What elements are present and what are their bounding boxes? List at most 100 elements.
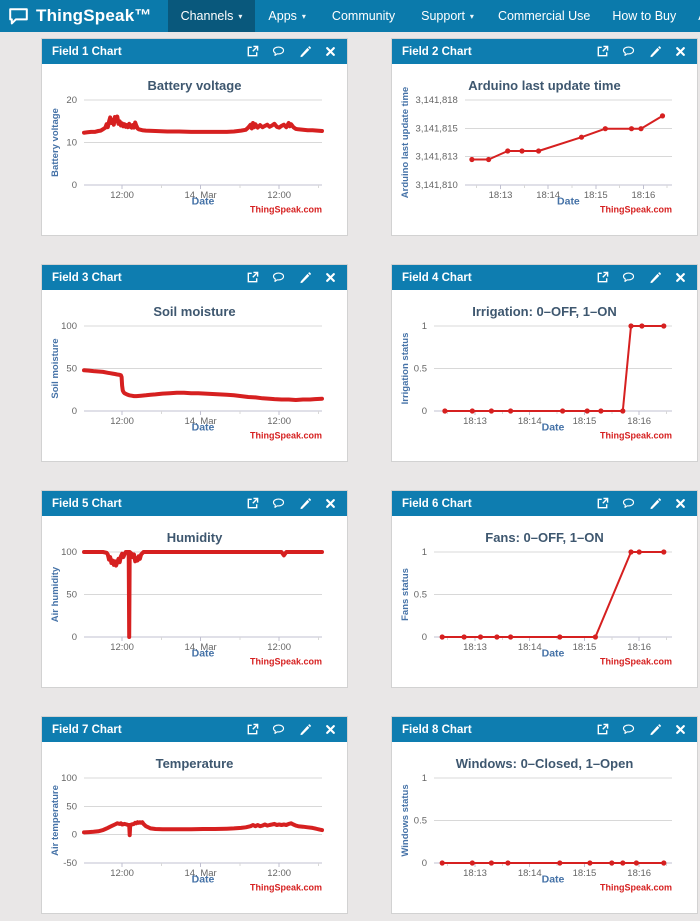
y-tick-label: 0.5: [414, 816, 427, 827]
edit-icon[interactable]: [298, 45, 311, 58]
edit-icon[interactable]: [298, 723, 311, 736]
close-icon[interactable]: [674, 271, 687, 284]
x-tick-label: 14. Mar: [185, 190, 217, 201]
x-tick-label: 12:00: [110, 642, 134, 653]
chart-title: Soil moisture: [153, 304, 235, 319]
chart-title: Fans: 0–OFF, 1–ON: [485, 530, 603, 545]
comment-icon[interactable]: [622, 497, 635, 510]
x-tick-label: 18:16: [627, 868, 651, 879]
thingspeak-logo[interactable]: ThingSpeak™: [0, 0, 168, 32]
close-icon[interactable]: [324, 497, 337, 510]
nav-item-apps[interactable]: Apps ▾: [268, 9, 306, 23]
field-1-chart-panel: Field 1 Chart 0 10 20 12:00 14. Mar 12:00 Batte…: [41, 38, 348, 236]
y-tick-label: 3,141,815: [416, 123, 458, 134]
x-tick-label: 18:15: [573, 868, 597, 879]
nav-item-community[interactable]: Community: [331, 9, 396, 23]
data-point-marker: [508, 408, 514, 414]
y-tick-label: 100: [61, 547, 77, 558]
open-in-new-icon[interactable]: [596, 497, 609, 510]
nav-item-commercial-use[interactable]: Commercial Use: [497, 9, 591, 23]
thingspeak-credits-link[interactable]: ThingSpeak.com: [600, 657, 672, 667]
panel-header: Field 4 Chart: [392, 265, 697, 290]
edit-icon[interactable]: [648, 45, 661, 58]
comment-icon[interactable]: [622, 723, 635, 736]
edit-icon[interactable]: [298, 271, 311, 284]
data-point-marker: [620, 860, 626, 866]
data-point-marker: [584, 408, 590, 414]
caret-down-icon: ▾: [301, 11, 306, 21]
nav-item-how-to-buy[interactable]: How to Buy: [612, 9, 677, 23]
y-tick-label: 0.5: [414, 590, 427, 601]
data-point-marker: [469, 156, 475, 163]
open-in-new-icon[interactable]: [246, 497, 259, 510]
y-tick-label: 50: [66, 364, 77, 375]
open-in-new-icon[interactable]: [246, 271, 259, 284]
x-tick-label: 14. Mar: [185, 642, 217, 653]
close-icon[interactable]: [674, 723, 687, 736]
field-1-chart-svg: 0 10 20 12:00 14. Mar 12:00 Battery voltage Bat…: [50, 78, 324, 215]
field-3-chart-svg: 0 50 100 12:00 14. Mar 12:00 Soil moisture Soil…: [50, 304, 324, 441]
data-point-marker: [505, 860, 511, 866]
y-axis-title: Arduino last update time: [400, 87, 411, 198]
panel-title: Field 3 Chart: [52, 271, 122, 284]
nav-item-channels[interactable]: Channels ▾: [167, 0, 256, 32]
nav-right-items: Commercial Use How to Buy Account▾: [487, 0, 700, 32]
field-3-chart-panel: Field 3 Chart 0 50 100 12:00 14. Mar 12:00 Soil…: [41, 264, 348, 462]
data-point-marker: [661, 549, 667, 555]
data-point-marker: [609, 860, 615, 866]
data-point-marker: [638, 126, 644, 132]
open-in-new-icon[interactable]: [596, 723, 609, 736]
panel-title: Field 1 Chart: [52, 45, 122, 58]
x-tick-label: 18:14: [536, 190, 560, 201]
open-in-new-icon[interactable]: [596, 45, 609, 58]
close-icon[interactable]: [324, 271, 337, 284]
edit-icon[interactable]: [648, 271, 661, 284]
x-tick-label: 12:00: [267, 642, 291, 653]
open-in-new-icon[interactable]: [246, 45, 259, 58]
close-icon[interactable]: [324, 45, 337, 58]
nav-item-support[interactable]: Support ▾: [421, 9, 474, 23]
data-point-marker: [628, 549, 634, 555]
thingspeak-credits-link[interactable]: ThingSpeak.com: [250, 883, 322, 893]
comment-icon[interactable]: [272, 497, 285, 510]
thingspeak-credits-link[interactable]: ThingSpeak.com: [600, 883, 672, 893]
x-tick-label: 14. Mar: [185, 416, 217, 427]
chart-title: Battery voltage: [148, 78, 242, 93]
panel-header: Field 2 Chart: [392, 39, 697, 64]
x-tick-label: 12:00: [110, 190, 134, 201]
close-icon[interactable]: [324, 723, 337, 736]
y-axis-title: Fans status: [400, 568, 411, 621]
x-tick-label: 14. Mar: [185, 868, 217, 879]
open-in-new-icon[interactable]: [246, 723, 259, 736]
close-icon[interactable]: [674, 497, 687, 510]
data-point-marker: [628, 323, 634, 329]
nav-item-account[interactable]: Account▾: [687, 0, 700, 32]
comment-icon[interactable]: [272, 271, 285, 284]
data-point-marker: [557, 634, 563, 640]
thingspeak-credits-link[interactable]: ThingSpeak.com: [250, 431, 322, 441]
field-2-chart-svg: 3,141,810 3,141,813 3,141,815 3,141,818 18:1…: [400, 78, 672, 215]
data-point-marker: [661, 323, 667, 329]
comment-icon[interactable]: [272, 45, 285, 58]
edit-icon[interactable]: [648, 723, 661, 736]
thingspeak-credits-link[interactable]: ThingSpeak.com: [600, 205, 672, 215]
chart-area: 0 0.5 1 18:13 18:14 18:15 18:16 Fans: 0–OFF, 1–…: [392, 516, 697, 687]
y-tick-label: 10: [66, 138, 77, 149]
y-tick-label: 20: [66, 95, 77, 106]
data-point-marker: [519, 148, 525, 154]
y-tick-label: 3,141,818: [416, 95, 458, 106]
y-axis-title: Air temperature: [50, 785, 61, 856]
comment-icon[interactable]: [622, 271, 635, 284]
thingspeak-credits-link[interactable]: ThingSpeak.com: [250, 205, 322, 215]
series-line: [470, 114, 664, 161]
open-in-new-icon[interactable]: [596, 271, 609, 284]
thingspeak-credits-link[interactable]: ThingSpeak.com: [600, 431, 672, 441]
edit-icon[interactable]: [648, 497, 661, 510]
y-tick-label: 50: [66, 590, 77, 601]
close-icon[interactable]: [674, 45, 687, 58]
edit-icon[interactable]: [298, 497, 311, 510]
thingspeak-credits-link[interactable]: ThingSpeak.com: [250, 657, 322, 667]
y-tick-label: 100: [61, 321, 77, 332]
comment-icon[interactable]: [272, 723, 285, 736]
comment-icon[interactable]: [622, 45, 635, 58]
